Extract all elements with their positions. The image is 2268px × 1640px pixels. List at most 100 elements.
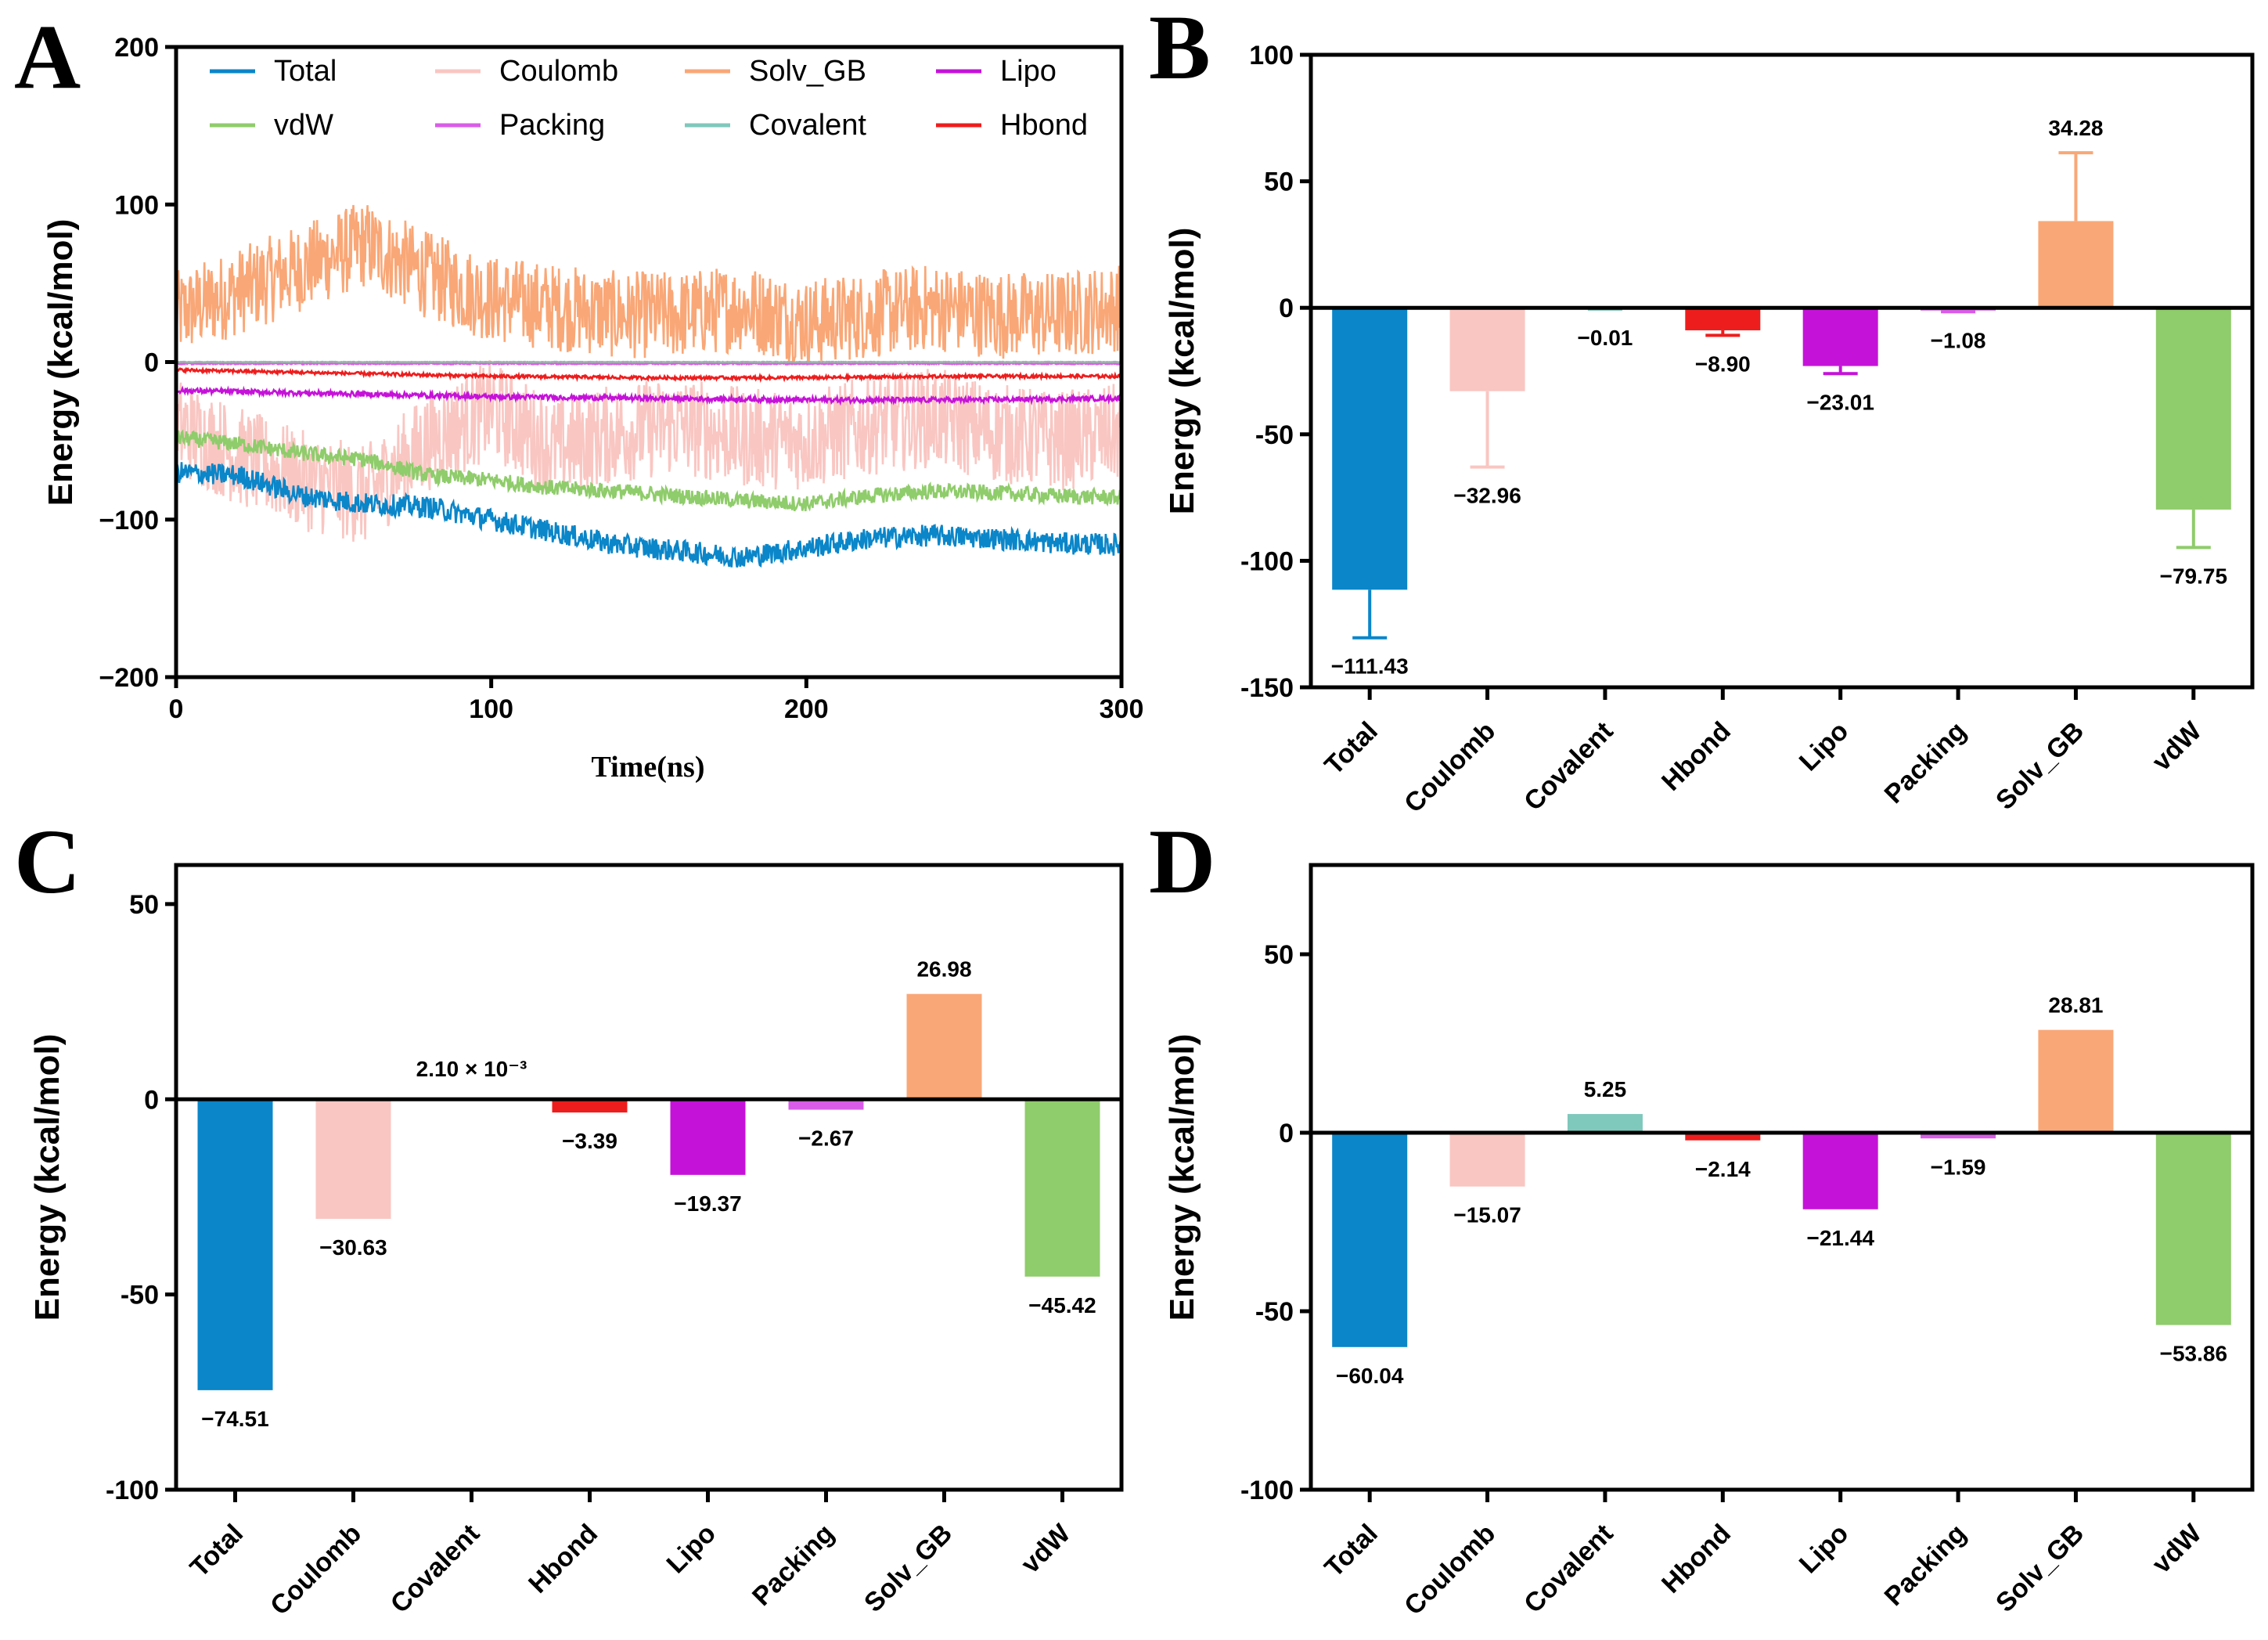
value-label-vdw: −45.42 [1028, 1293, 1096, 1317]
series-line-total [175, 462, 1123, 568]
series-line-lipo [175, 385, 1123, 406]
legend-label-hbond: Hbond [1000, 109, 1088, 142]
category-label-vdw: vdW [1016, 1518, 1077, 1579]
category-label-vdw: vdW [2147, 1518, 2208, 1579]
value-label-solv_gb: 26.98 [916, 957, 971, 982]
panel-letter-a: A [14, 5, 81, 108]
bar-hbond [1685, 308, 1761, 330]
y-tick-label: 0 [144, 348, 159, 378]
bar-vdw [1024, 1099, 1100, 1277]
category-label-lipo: Lipo [1794, 716, 1855, 777]
legend-label-covalent: Covalent [749, 109, 866, 142]
value-label-lipo: −19.37 [674, 1191, 741, 1216]
category-label-total: Total [1319, 1519, 1384, 1584]
y-tick-label: -50 [121, 1281, 159, 1310]
bar-lipo [1802, 308, 1878, 366]
y-tick-label: 50 [1264, 940, 1294, 970]
series-line-vdw [175, 429, 1123, 512]
category-label-total: Total [1319, 716, 1384, 781]
y-axis-title: Energy (kcal/mol) [1163, 1034, 1201, 1321]
x-tick-label: 200 [784, 694, 829, 724]
value-label-hbond: −3.39 [562, 1129, 617, 1153]
legend-label-vdw: vdW [274, 109, 333, 142]
legend-label-lipo: Lipo [1000, 55, 1057, 88]
plot-frame [1309, 863, 2255, 1492]
category-label-hbond: Hbond [1656, 1519, 1737, 1599]
y-tick-label: 0 [1279, 1119, 1294, 1148]
value-label-coulomb: −30.63 [319, 1235, 387, 1260]
bar-lipo [670, 1099, 746, 1175]
panel-b-bar-chart: −111.43 Total −32.96 Coulomb −0.01 Covalent −8… [1163, 41, 2255, 819]
value-label-covalent: 5.25 [1584, 1077, 1627, 1101]
category-label-solv_gb: Solv_GB [859, 1519, 958, 1618]
y-tick-label: -50 [1255, 1297, 1294, 1327]
category-label-solv_gb: Solv_GB [1990, 716, 2090, 816]
bar-vdw [2155, 308, 2231, 510]
value-label-hbond: −8.90 [1695, 351, 1751, 376]
panel-d-bar-chart: −60.04 Total −15.07 Coulomb 5.25 Covalent −2.1… [1163, 863, 2255, 1621]
series-line-hbond [175, 366, 1122, 384]
bar-total [1332, 1133, 1408, 1347]
bar-packing [1921, 1133, 1996, 1139]
value-label-lipo: −21.44 [1806, 1226, 1874, 1250]
category-label-packing: Packing [1879, 1519, 1972, 1612]
legend-label-solv_gb: Solv_GB [749, 55, 866, 88]
bar-coulomb [1449, 308, 1525, 391]
category-label-hbond: Hbond [1656, 716, 1737, 797]
legend-label-packing: Packing [499, 109, 605, 142]
bar-vdw [2155, 1133, 2231, 1325]
value-label-solv_gb: 28.81 [2048, 993, 2103, 1018]
category-label-coulomb: Coulomb [1399, 716, 1501, 819]
category-label-covalent: Covalent [1518, 716, 1618, 816]
category-label-coulomb: Coulomb [1399, 1519, 1501, 1621]
y-axis-title: Energy (kcal/mol) [41, 219, 80, 506]
plot-frame [1309, 52, 2255, 690]
category-label-packing: Packing [747, 1519, 840, 1612]
category-label-covalent: Covalent [1518, 1519, 1618, 1619]
value-label-lipo: −23.01 [1806, 390, 1874, 414]
bar-covalent [1567, 1114, 1643, 1133]
value-label-vdw: −79.75 [2160, 564, 2227, 588]
value-label-packing: −1.59 [1931, 1155, 1986, 1179]
category-label-vdw: vdW [2147, 715, 2208, 777]
bar-packing [788, 1099, 864, 1110]
y-tick-label: 100 [1249, 41, 1294, 70]
y-tick-label: −200 [99, 663, 159, 693]
value-label-coulomb: −32.96 [1453, 484, 1521, 508]
y-tick-label: -150 [1240, 673, 1294, 703]
bar-total [1332, 308, 1408, 590]
series-line-coulomb [175, 360, 1123, 542]
panel-letter-c: C [14, 810, 81, 913]
bar-solv_gb [2038, 221, 2114, 308]
panel-letter-b: B [1149, 0, 1211, 99]
y-tick-label: -100 [1240, 546, 1294, 576]
y-tick-label: 50 [1264, 168, 1294, 197]
category-label-hbond: Hbond [523, 1519, 603, 1599]
y-tick-label: 0 [1279, 294, 1294, 323]
category-label-covalent: Covalent [385, 1519, 485, 1619]
y-tick-label: 0 [144, 1085, 159, 1115]
y-tick-label: -100 [106, 1476, 159, 1505]
y-tick-label: −100 [99, 506, 159, 535]
x-tick-label: 300 [1100, 694, 1144, 724]
bar-solv_gb [2038, 1029, 2114, 1133]
value-label-solv_gb: 34.28 [2048, 116, 2103, 140]
legend-label-total: Total [274, 55, 337, 88]
category-label-total: Total [185, 1519, 250, 1584]
category-label-packing: Packing [1879, 716, 1972, 809]
value-label-hbond: −2.14 [1695, 1157, 1751, 1181]
panel-letter-d: D [1149, 810, 1215, 913]
x-axis-title: Time(ns) [592, 751, 705, 784]
value-label-covalent: 2.10 × 10⁻³ [416, 1057, 527, 1081]
value-label-total: −111.43 [1331, 654, 1409, 679]
bar-hbond [1685, 1133, 1761, 1141]
category-label-lipo: Lipo [1794, 1519, 1855, 1580]
series-line-solv_gb [175, 204, 1123, 366]
value-label-packing: −1.08 [1931, 328, 1986, 352]
value-label-total: −60.04 [1336, 1364, 1404, 1388]
panel-c-bar-chart: −74.51 Total −30.63 Coulomb 2.10 × 10⁻³ Coval… [28, 863, 1124, 1621]
panel-a-line-chart: 200 100 0 −100 −200 0 100 200 300 Time(ns) Energy … [41, 33, 1143, 784]
y-tick-label: 50 [129, 890, 159, 920]
y-tick-label: 200 [114, 33, 159, 63]
